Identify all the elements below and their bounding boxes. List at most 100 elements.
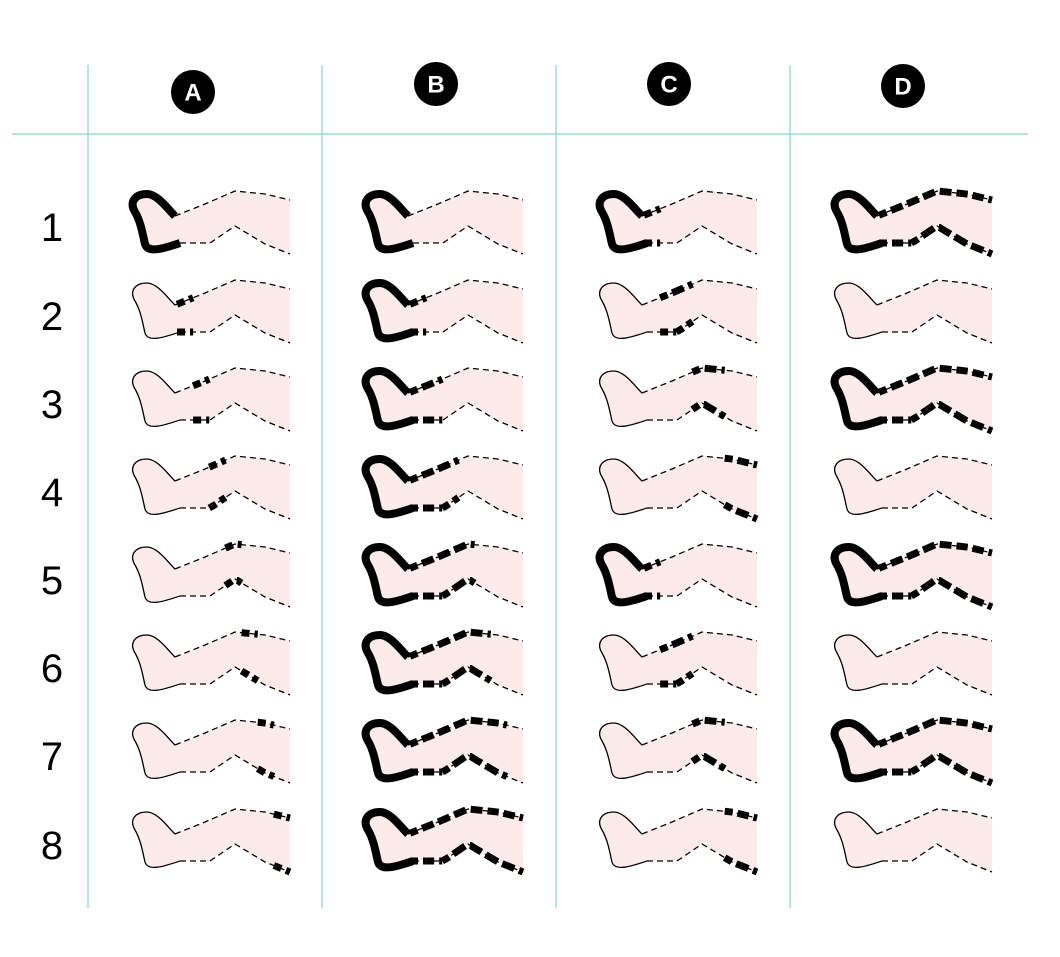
foot-outline [361, 719, 415, 783]
leg-fill [132, 809, 290, 872]
chamber-active [877, 734, 897, 748]
chamber-active [909, 191, 929, 206]
chamber-active [488, 854, 509, 869]
leg-fill [365, 280, 523, 343]
leg-icon [128, 190, 291, 255]
leg-fill [834, 456, 992, 519]
leg-outline [882, 314, 993, 344]
leg-outline [647, 402, 758, 432]
leg-outline [180, 490, 291, 520]
chamber-active [472, 844, 493, 861]
chamber-active [207, 494, 228, 512]
chamber-active [740, 810, 758, 822]
chamber-active [408, 734, 428, 748]
chamber-active [457, 716, 475, 728]
chamber-active [490, 718, 508, 729]
leg-fill [599, 544, 757, 607]
chamber-active [893, 375, 913, 389]
chamber-active [722, 854, 743, 869]
leg-icon [599, 279, 758, 344]
chamber-active [408, 646, 428, 660]
foot-outline [830, 190, 884, 254]
chamber-active [941, 755, 962, 772]
chamber-active [974, 421, 994, 435]
leg-icon [599, 716, 758, 784]
leg-icon [599, 807, 759, 876]
column-badge [881, 64, 925, 108]
chamber-active [974, 244, 994, 258]
leg-icon [132, 629, 291, 696]
chamber-active [456, 752, 477, 765]
leg-outline [882, 666, 993, 696]
chamber-active [408, 558, 428, 572]
leg-fill [834, 720, 992, 783]
chamber-active [959, 189, 977, 200]
chamber-active [975, 369, 993, 381]
leg-icon [834, 279, 993, 344]
chamber-active [941, 579, 962, 596]
chamber-active [474, 717, 492, 726]
leg-outline [876, 455, 993, 482]
foot-outline [599, 722, 648, 780]
chamber-active [440, 632, 460, 647]
leg-outline [174, 631, 291, 658]
chamber-active [909, 544, 929, 559]
leg-fill [834, 280, 992, 343]
chamber-active [472, 667, 493, 684]
leg-outline [882, 490, 993, 520]
chamber-active [724, 807, 742, 818]
chamber-active [957, 413, 978, 428]
foot-outline [361, 543, 415, 607]
leg-icon [361, 367, 524, 432]
chamber-active [909, 406, 930, 424]
chamber-active [909, 368, 929, 383]
chamber-active [506, 810, 524, 822]
leg-icon [830, 716, 994, 787]
leg-icon [361, 540, 524, 608]
leg-icon [361, 455, 524, 520]
foot-outline [834, 282, 883, 340]
leg-fill [599, 368, 757, 431]
chamber-active [943, 541, 961, 550]
chamber-active [893, 727, 913, 741]
chamber-active [488, 765, 509, 780]
leg-icon [830, 364, 994, 435]
chamber-active [909, 720, 929, 735]
foot-outline [132, 370, 181, 428]
foot-outline [132, 282, 181, 340]
leg-icon [834, 631, 993, 696]
row-label: 3 [41, 383, 63, 427]
chamber-active [959, 366, 977, 377]
chamber-active [925, 223, 946, 236]
chamber-active [893, 551, 913, 565]
foot-outline [595, 190, 649, 254]
leg-fill [599, 456, 757, 519]
chamber-active [959, 718, 977, 729]
chamber-active [957, 765, 978, 780]
row-label: 2 [41, 295, 63, 339]
foot-outline [599, 634, 648, 692]
leg-icon [361, 628, 524, 696]
chamber-active [959, 542, 977, 553]
chamber-active [272, 862, 292, 876]
leg-icon [132, 367, 291, 432]
chamber-active [408, 294, 428, 308]
leg-outline [647, 754, 758, 784]
chamber-active [472, 755, 493, 772]
chamber-active [658, 287, 678, 301]
chamber-active [739, 509, 759, 523]
chamber-active [941, 226, 962, 243]
chamber-active [642, 205, 662, 219]
chamber-active [224, 540, 242, 552]
leg-fill [599, 280, 757, 343]
leg-icon [361, 279, 524, 344]
foot-outline [834, 811, 883, 869]
foot-outline [361, 367, 415, 431]
chamber-active [474, 806, 492, 815]
chamber-active [424, 463, 444, 477]
column-badge [171, 70, 215, 114]
chamber-active [909, 582, 930, 600]
chamber-active [925, 400, 946, 413]
leg-icon [361, 716, 524, 784]
